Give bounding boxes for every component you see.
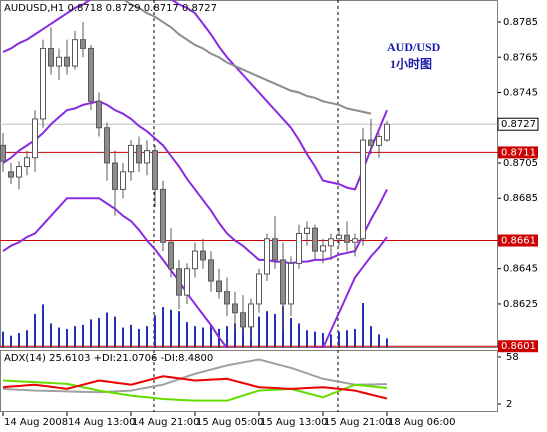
level-label-box xyxy=(498,146,538,159)
adx-title: ADX(14) 25.6103 +DI:21.0706 -DI:8.4800 xyxy=(4,353,213,364)
y-tick-label: 58 xyxy=(506,352,519,363)
candle-body xyxy=(344,234,350,243)
candle-body xyxy=(0,144,6,162)
x-tick-label: 14 Aug 13:00 xyxy=(68,417,135,428)
candle-body xyxy=(384,123,390,141)
candle-body xyxy=(104,127,110,164)
y-tick-label: 0.8785 xyxy=(503,17,538,28)
candle-body xyxy=(112,162,118,190)
level-label: 0.8661 xyxy=(501,236,536,247)
candle-body xyxy=(184,268,190,296)
level-label-box xyxy=(498,340,538,353)
level-label: 0.8601 xyxy=(501,341,536,352)
candle-body xyxy=(200,250,206,261)
candle-body xyxy=(208,259,214,282)
candle-body xyxy=(312,227,318,252)
candle-body xyxy=(136,144,142,164)
candle-body xyxy=(232,303,238,314)
candle-body xyxy=(152,150,158,190)
x-tick-label: 15 Aug 05:00 xyxy=(196,417,263,428)
x-tick-label: 15 Aug 13:00 xyxy=(260,417,327,428)
axes: 0.8711 0.8661 0.8601 0.8727 0.8785 0.8765 0.87… xyxy=(2,17,539,428)
candle-body xyxy=(376,136,382,146)
candle-body xyxy=(352,238,358,243)
last-price-label: 0.8727 xyxy=(501,119,536,130)
y-tick-label: 0.8745 xyxy=(503,88,538,99)
candle-body xyxy=(128,144,134,173)
candle-body xyxy=(264,238,270,275)
candle-body xyxy=(8,171,14,178)
candle-body xyxy=(16,166,22,178)
candle-body xyxy=(304,227,310,234)
candle-body xyxy=(248,303,254,328)
candle-body xyxy=(56,56,62,67)
indicator-line xyxy=(2,197,388,348)
candle-body xyxy=(80,39,86,49)
annotation-box xyxy=(382,38,440,74)
y-tick-label: 2 xyxy=(506,399,512,410)
candle-body xyxy=(168,241,174,270)
indicator-line xyxy=(2,0,388,191)
y-tick-label: 0.8645 xyxy=(503,264,538,275)
candle-body xyxy=(320,245,326,252)
adx-line xyxy=(2,358,388,394)
candle-body xyxy=(368,139,374,146)
candle-body xyxy=(296,232,302,264)
candle-body xyxy=(256,273,262,305)
price-layer xyxy=(0,0,498,348)
annotation: 1小时图 xyxy=(390,56,432,71)
candle-body xyxy=(160,188,166,243)
x-tick-label: 15 Aug 21:00 xyxy=(324,417,391,428)
candle-body xyxy=(336,234,342,240)
candle-body xyxy=(88,47,94,102)
candle-body xyxy=(64,56,70,67)
y-tick-label: 0.8685 xyxy=(503,193,538,204)
candle-body xyxy=(216,280,222,293)
candle-body xyxy=(328,238,334,247)
y-tick-label: 0.8625 xyxy=(503,299,538,310)
candle-body xyxy=(240,312,246,328)
x-tick-label: 14 Aug 21:00 xyxy=(132,417,199,428)
level-label-box xyxy=(498,234,538,247)
x-tick-label: 14 Aug 2008 xyxy=(4,417,68,428)
indicator-line xyxy=(122,0,372,115)
adx-line xyxy=(2,379,388,402)
candle-body xyxy=(32,118,38,159)
candle-body xyxy=(24,157,30,168)
level-label: 0.8711 xyxy=(501,147,536,158)
annotation: AUD/USD xyxy=(387,40,441,54)
adx-line xyxy=(2,375,388,400)
candle-body xyxy=(360,139,366,240)
candle-body xyxy=(120,171,126,190)
adx-layer xyxy=(2,358,388,402)
candle-body xyxy=(48,47,54,67)
candle-body xyxy=(144,150,150,164)
y-tick-label: 0.8765 xyxy=(503,52,538,63)
candle-body xyxy=(272,238,278,261)
candle-body xyxy=(192,250,198,270)
candle-body xyxy=(280,259,286,305)
candle-body xyxy=(40,47,46,120)
candle-body xyxy=(224,291,230,305)
last-price-box xyxy=(497,117,539,131)
candle-body xyxy=(96,100,102,129)
candle-body xyxy=(72,39,78,67)
candle-body xyxy=(288,262,294,305)
y-tick-label: 0.8705 xyxy=(503,158,538,169)
price-title: AUDUSD,H1 0.8718 0.8729 0.8717 0.8727 xyxy=(4,3,217,14)
candle-body xyxy=(176,268,182,296)
x-tick-label: 18 Aug 06:00 xyxy=(388,417,455,428)
